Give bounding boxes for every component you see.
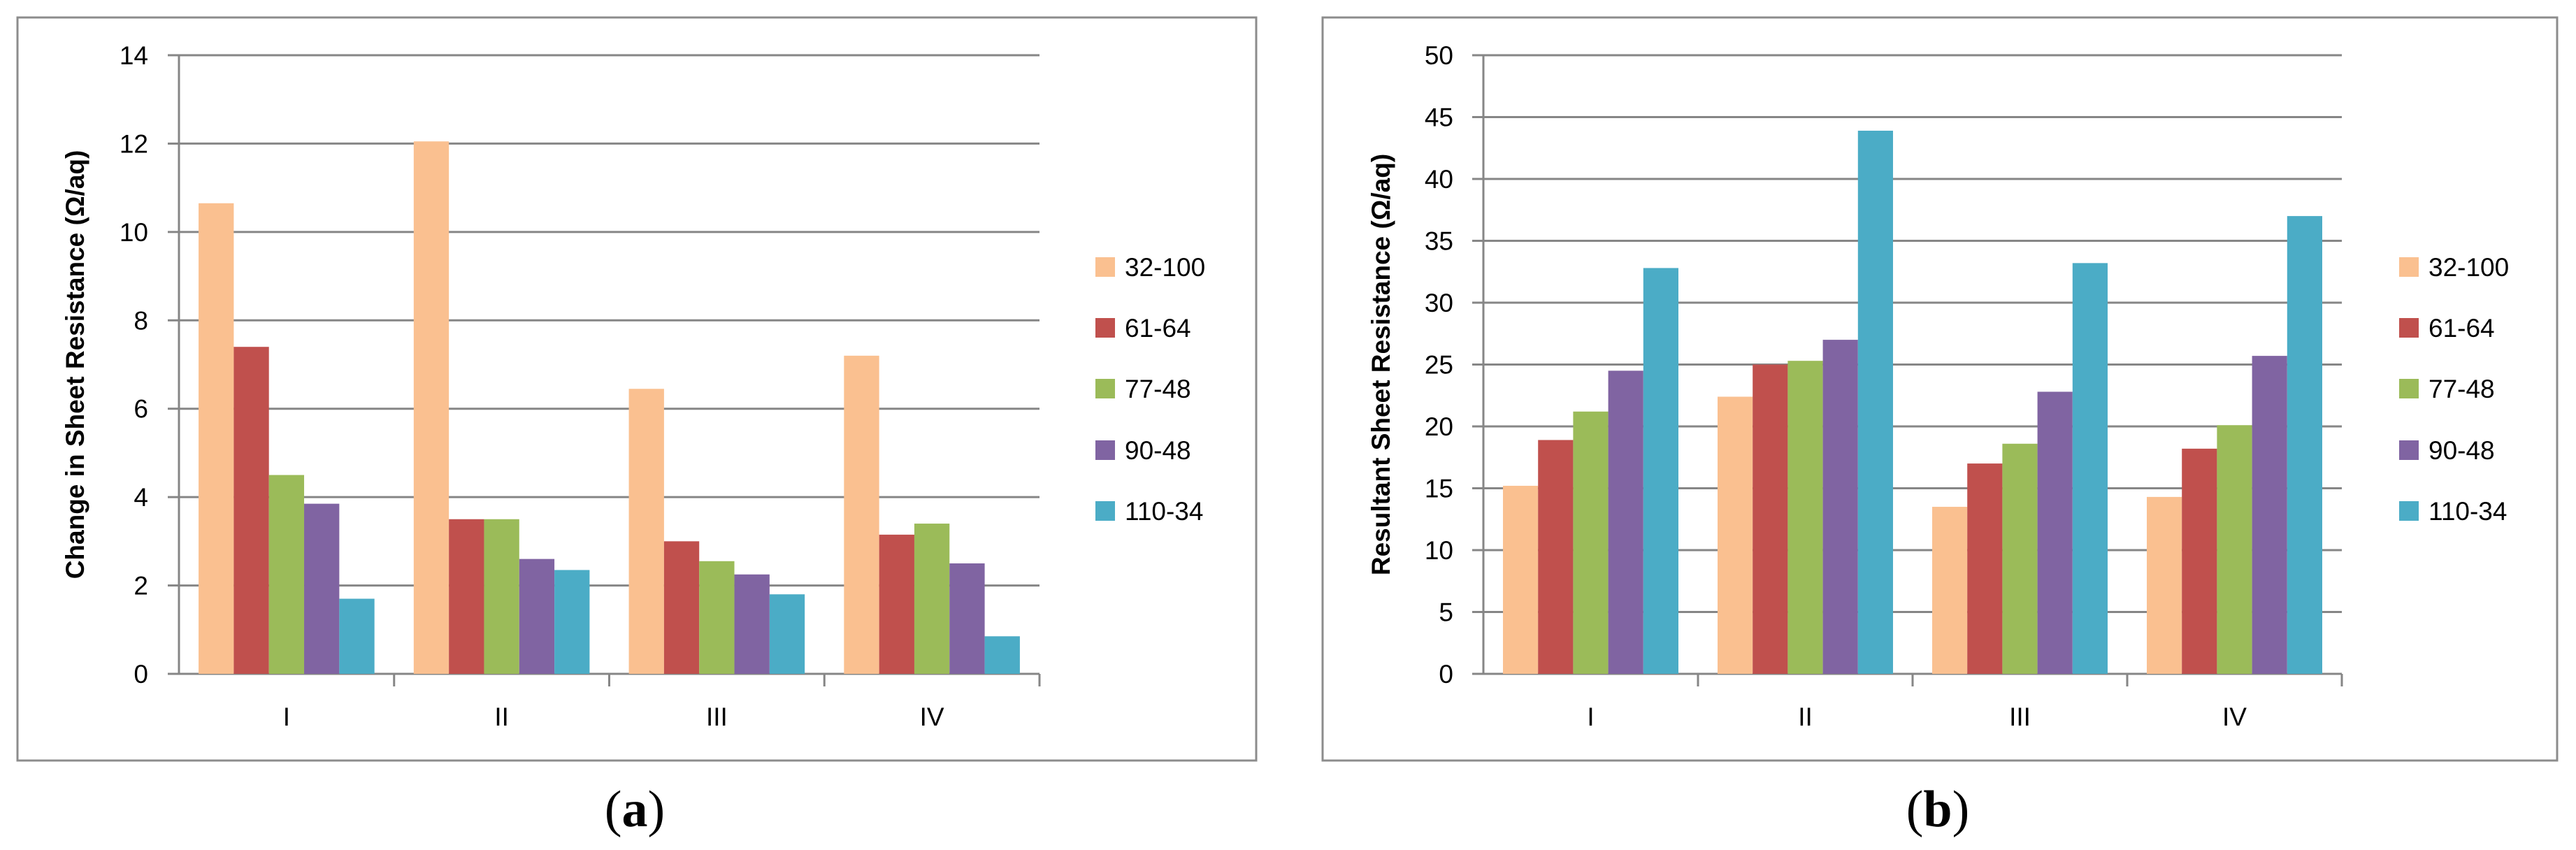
bar-32-100-IV [2147, 496, 2182, 674]
y-tick-label: 10 [120, 218, 148, 247]
y-tick-label: 40 [1425, 165, 1453, 194]
bar-77-48-II [484, 519, 519, 674]
x-tick-label: I [283, 703, 290, 731]
legend-swatch-110-34 [1095, 501, 1115, 521]
legend-label: 110-34 [2429, 497, 2507, 526]
legend-swatch-32-100 [1095, 257, 1115, 277]
bar-61-64-III [1967, 463, 2003, 674]
bar-110-34-II [554, 570, 590, 674]
bar-77-48-III [699, 561, 735, 674]
bar-61-64-II [1753, 364, 1788, 674]
legend-label: 90-48 [1125, 436, 1191, 465]
legend-label: 61-64 [1125, 314, 1191, 343]
bar-90-48-II [1822, 340, 1858, 674]
x-tick-label: III [706, 703, 728, 731]
y-tick-label: 0 [1439, 660, 1453, 689]
y-tick-label: 20 [1425, 412, 1453, 441]
bar-32-100-III [628, 389, 664, 674]
legend-swatch-77-48 [1095, 379, 1115, 398]
x-tick-label: I [1587, 703, 1594, 731]
y-tick-label: 30 [1425, 289, 1453, 317]
bar-90-48-I [1608, 370, 1643, 674]
bar-110-34-I [339, 598, 375, 674]
bar-90-48-I [304, 503, 340, 674]
legend-swatch-32-100 [2399, 257, 2419, 277]
bar-90-48-III [734, 574, 770, 674]
chart-panel-b: 0 5 10 15 20 25 30 35 40 45 50 I II III IV Resultant Sh… [1288, 0, 2576, 850]
bar-90-48-II [519, 559, 555, 674]
y-tick-label: 6 [134, 395, 148, 424]
legend-swatch-61-64 [1095, 318, 1115, 338]
panel-caption: (b) [1906, 781, 1969, 838]
legend-swatch-61-64 [2399, 318, 2419, 338]
legend-swatch-77-48 [2399, 379, 2419, 398]
y-tick-label: 0 [134, 660, 148, 689]
bar-61-64-I [233, 347, 269, 674]
chart-panel-a: 0 2 4 6 8 10 12 14 I II III IV Change in Sheet Resis… [16, 16, 1258, 838]
legend-swatch-90-48 [1095, 440, 1115, 460]
panel-caption-label: b [1923, 781, 1952, 838]
bar-77-48-II [1787, 361, 1823, 674]
bar-32-100-III [1932, 507, 1968, 674]
bar-32-100-IV [844, 355, 879, 674]
legend-label: 32-100 [2429, 253, 2509, 282]
y-tick-label: 12 [120, 129, 148, 158]
x-tick-label: IV [920, 703, 944, 731]
bar-110-34-IV [984, 636, 1020, 674]
bar-90-48-IV [949, 563, 985, 674]
bar-110-34-III [769, 594, 805, 674]
y-tick-label: 15 [1425, 475, 1453, 503]
bar-32-100-I [1503, 485, 1539, 674]
legend-label: 32-100 [1125, 253, 1205, 282]
bar-110-34-III [2072, 263, 2108, 674]
y-tick-label: 50 [1425, 41, 1453, 70]
legend-label: 77-48 [2429, 375, 2495, 403]
bar-77-48-I [268, 475, 305, 674]
legend-swatch-90-48 [2399, 440, 2419, 460]
legend-label: 77-48 [1125, 375, 1191, 403]
bar-77-48-III [2002, 443, 2038, 674]
bar-32-100-II [413, 141, 449, 675]
bar-90-48-III [2037, 391, 2073, 674]
x-tick-label: II [494, 703, 509, 731]
y-tick-label: 25 [1425, 351, 1453, 380]
y-axis-label: Resultant Sheet Resistance (Ω/aq) [1367, 154, 1395, 575]
bar-110-34-II [1857, 130, 1893, 675]
panel-caption-label: a [622, 781, 648, 838]
bar-77-48-IV [2217, 425, 2252, 674]
panel-caption: (a) [605, 781, 665, 838]
legend-label: 110-34 [1125, 497, 1203, 526]
bar-110-34-I [1643, 268, 1678, 674]
bar-32-100-I [199, 203, 234, 675]
y-tick-label: 4 [134, 483, 148, 512]
bar-61-64-IV [879, 534, 914, 674]
x-tick-label: III [2009, 703, 2031, 731]
bar-61-64-IV [2182, 448, 2217, 674]
x-tick-label: II [1798, 703, 1813, 731]
y-tick-label: 5 [1439, 598, 1453, 627]
bar-32-100-II [1718, 396, 1753, 674]
bar-110-34-IV [2287, 216, 2322, 675]
bar-90-48-IV [2252, 356, 2287, 674]
bar-61-64-I [1538, 440, 1574, 674]
legend-label: 90-48 [2429, 436, 2495, 465]
y-tick-label: 35 [1425, 227, 1453, 256]
y-tick-label: 2 [134, 572, 148, 600]
y-tick-label: 8 [134, 306, 148, 335]
bar-61-64-III [663, 541, 700, 674]
y-tick-label: 14 [120, 41, 148, 70]
y-tick-label: 45 [1425, 103, 1453, 132]
y-axis-label: Change in Sheet Resistance (Ω/aq) [61, 150, 89, 579]
legend-swatch-110-34 [2399, 501, 2419, 521]
x-tick-label: IV [2222, 703, 2247, 731]
legend-label: 61-64 [2429, 314, 2495, 343]
bar-61-64-II [449, 519, 484, 674]
bar-77-48-IV [914, 524, 950, 674]
bar-77-48-I [1573, 411, 1609, 674]
y-tick-label: 10 [1425, 536, 1453, 565]
